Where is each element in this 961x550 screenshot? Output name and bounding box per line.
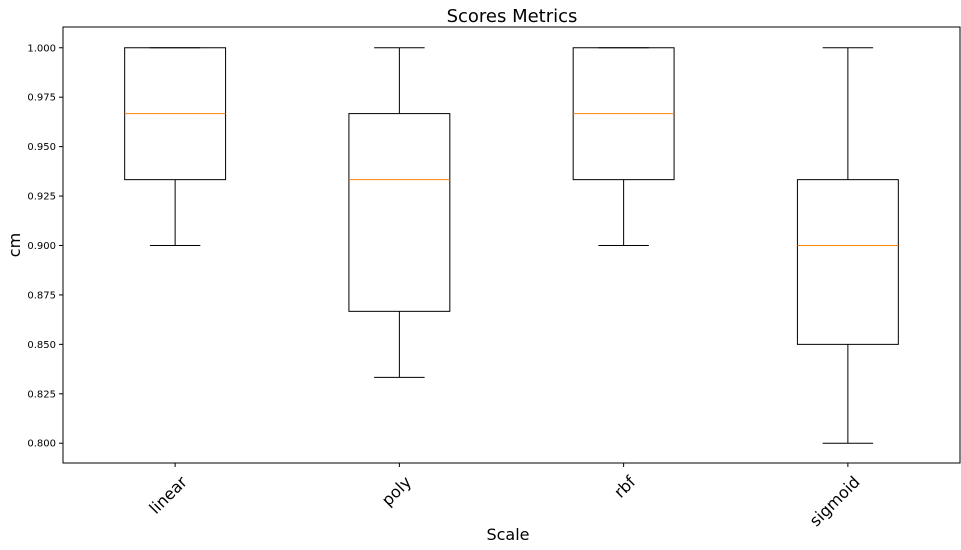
y-tick-label: 0.875 [27, 290, 56, 301]
y-axis-label: cm [5, 233, 24, 257]
y-tick-label: 0.800 [27, 439, 56, 450]
x-tick-label-sigmoid: sigmoid [806, 472, 864, 530]
y-tick-label: 0.925 [27, 192, 56, 203]
box-poly [348, 47, 451, 378]
x-tick-label-rbf: rbf [610, 472, 640, 502]
chart-title: Scores Metrics [447, 6, 578, 27]
y-tick-label: 0.975 [27, 93, 56, 104]
y-tick-label: 1.000 [27, 43, 56, 54]
x-tick-label-linear: linear [145, 472, 191, 518]
box-sigmoid [796, 47, 899, 444]
y-tick-label: 0.950 [27, 142, 56, 153]
x-axis: linear poly rbf sigmoid [145, 463, 864, 530]
box-linear [124, 47, 227, 246]
y-tick-label: 0.850 [27, 340, 56, 351]
box-rbf [572, 47, 675, 246]
y-tick-label: 0.900 [27, 241, 56, 252]
box-iqr [348, 113, 451, 312]
x-axis-label: Scale [486, 525, 529, 544]
y-tick-label: 0.825 [27, 389, 56, 400]
x-tick-label-poly: poly [378, 472, 415, 509]
y-axis: 0.800 0.825 0.850 0.875 0.900 0.925 0.950 0.975… [27, 43, 63, 450]
box-iqr [796, 179, 899, 345]
boxes [124, 47, 899, 444]
